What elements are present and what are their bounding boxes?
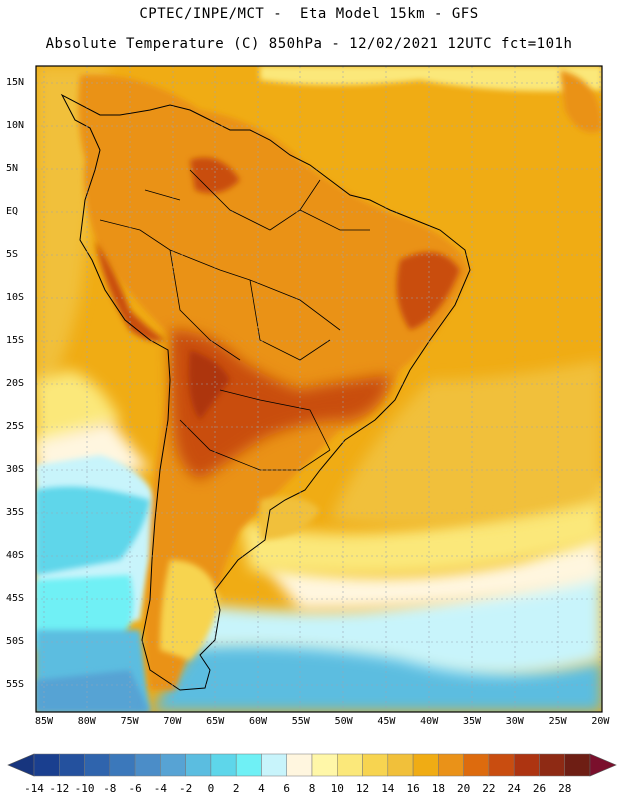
colorbar-label: 4 [258, 782, 265, 795]
lon-label: 45W [377, 716, 396, 727]
lon-label: 20W [591, 716, 610, 727]
colorbar-label: -8 [103, 782, 117, 795]
colorbar-swatch [564, 753, 591, 777]
colorbar-swatch [286, 753, 313, 777]
colorbar-swatch [337, 753, 363, 777]
colorbar-label: 22 [482, 782, 496, 795]
lat-label: 55S [6, 679, 25, 690]
colorbar-swatch [160, 753, 186, 777]
lat-label: EQ [6, 206, 19, 217]
colorbar-label: -2 [179, 782, 193, 795]
colorbar-swatch [185, 753, 212, 777]
lat-label: 50S [6, 636, 25, 647]
lat-label: 10S [6, 292, 25, 303]
colorbar-label: -12 [49, 782, 70, 795]
colorbar-label: 0 [207, 782, 215, 795]
coastline [60, 93, 471, 691]
lon-label: 85W [34, 716, 54, 727]
gridlines [36, 66, 602, 712]
colorbar-label: 10 [330, 782, 344, 795]
lat-label: 30S [6, 464, 25, 475]
colorbar-label: 24 [507, 782, 521, 795]
colorbar-swatch [84, 753, 111, 777]
colorbar-swatch [59, 753, 85, 777]
lat-label: 10N [6, 120, 25, 131]
colorbar-label: 2 [232, 782, 240, 795]
plot-frame [35, 65, 603, 713]
lat-label: 20S [6, 378, 25, 389]
colorbar-swatch [539, 753, 565, 777]
colorbar-label: 18 [431, 782, 445, 795]
colorbar-swatch [109, 753, 136, 777]
colorbar-label: 6 [283, 782, 291, 795]
colorbar-swatch [412, 753, 439, 777]
lat-label: 45S [6, 593, 25, 604]
colorbar-label: 28 [558, 782, 572, 795]
lon-label: 35W [462, 716, 482, 727]
lat-label: 5N [6, 163, 19, 174]
lon-label: 65W [206, 716, 225, 727]
title-line-2: Absolute Temperature (C) 850hPa - 12/02/… [45, 36, 573, 52]
colorbar-min-arrow [7, 753, 35, 777]
colorbar-swatch [362, 753, 389, 777]
colorbar [7, 753, 617, 777]
colorbar-swatch [488, 753, 515, 777]
colorbar-swatch [235, 753, 262, 777]
colorbar-swatch [33, 753, 60, 777]
lat-label: 25S [6, 421, 25, 432]
colorbar-swatch [261, 753, 287, 777]
colorbar-swatch [463, 753, 490, 777]
lon-label: 40W [420, 716, 439, 727]
colorbar-swatch [210, 753, 237, 777]
lon-label: 70W [163, 716, 182, 727]
lat-label: 15S [6, 335, 25, 346]
colorbar-label: -14 [24, 782, 44, 795]
title-line-1: CPTEC/INPE/MCT - Eta Model 15km - GFS [139, 6, 479, 22]
lat-label: 5S [6, 249, 19, 260]
colorbar-label: 8 [308, 782, 316, 795]
colorbar-swatch [438, 753, 464, 777]
lon-label: 75W [120, 716, 139, 727]
colorbar-swatch [134, 753, 161, 777]
colorbar-label: -10 [74, 782, 95, 795]
lat-label: 15N [6, 77, 25, 88]
colorbar-max-arrow [589, 753, 617, 777]
colorbar-label: 14 [381, 782, 395, 795]
colorbar-label: -6 [128, 782, 142, 795]
colorbar-label: 16 [406, 782, 420, 795]
colorbar-label: 20 [457, 782, 471, 795]
lon-label: 30W [505, 716, 524, 727]
colorbar-label: -4 [153, 782, 167, 795]
lon-label: 60W [248, 716, 268, 727]
lon-label: 80W [77, 716, 96, 727]
colorbar-swatch [513, 753, 540, 777]
colorbar-label: 26 [532, 782, 547, 795]
lat-label: 35S [6, 507, 25, 518]
colorbar-swatch [311, 753, 338, 777]
lon-label: 55W [291, 716, 310, 727]
temperature-field [36, 66, 602, 712]
colorbar-label: 12 [355, 782, 370, 795]
colorbar-swatch [387, 753, 414, 777]
lon-label: 25W [548, 716, 567, 727]
lon-label: 50W [334, 716, 353, 727]
lat-label: 40S [6, 550, 25, 561]
borders [99, 169, 370, 471]
